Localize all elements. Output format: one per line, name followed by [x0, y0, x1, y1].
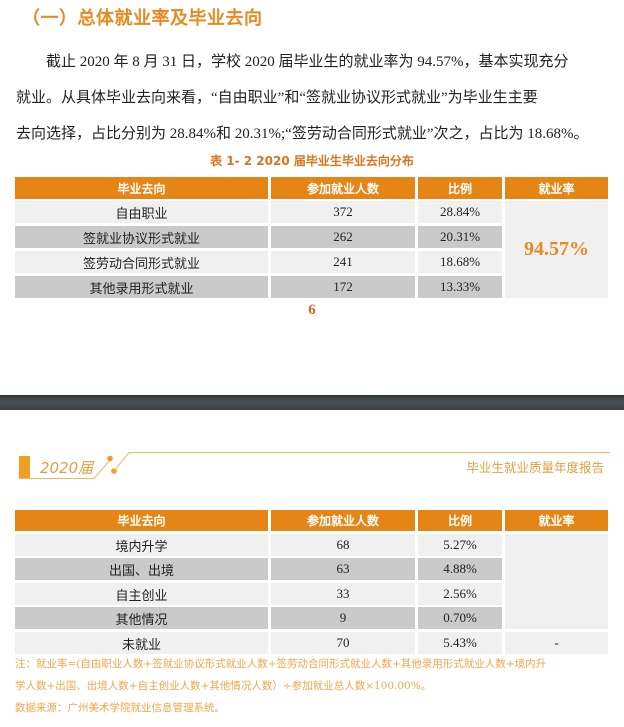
table-cell-destination: 其他录用形式就业 [15, 276, 268, 298]
page-number: 6 [308, 302, 316, 318]
column-header-destination: 毕业去向 [15, 510, 268, 531]
table-cell-ratio: 0.70% [418, 607, 502, 629]
table-cell-destination: 签就业协议形式就业 [15, 226, 268, 248]
data-source-note: 数据来源：广州美术学院就业信息管理系统。 [15, 702, 225, 714]
header-decoration-lines [19, 452, 610, 479]
table-cell-count: 70 [271, 632, 415, 654]
table-cell-destination: 未就业 [15, 632, 268, 654]
column-header-ratio: 比例 [418, 510, 502, 531]
paragraph-line: 截止 2020 年 8 月 31 日，学校 2020 届毕业生的就业率为 94.… [46, 54, 569, 70]
table-cell-count: 372 [271, 201, 415, 223]
employment-rate-value: 94.57% [505, 201, 608, 298]
report-header: 2020届 毕业生就业质量年度报告 [0, 440, 624, 490]
table-cell-ratio: 18.68% [418, 251, 502, 273]
column-header-count: 参加就业人数 [271, 177, 415, 199]
report-year-label: 2020届 [40, 459, 94, 477]
table-cell-count: 262 [271, 226, 415, 248]
column-header-rate: 就业率 [505, 177, 608, 199]
table-cell-ratio: 4.88% [418, 558, 502, 580]
table-cell-count: 9 [271, 607, 415, 629]
page-separator [0, 395, 624, 410]
column-header-rate: 就业率 [505, 510, 608, 531]
table-cell-ratio: 20.31% [418, 226, 502, 248]
report-title: 毕业生就业质量年度报告 [466, 460, 604, 475]
paragraph-line: 就业。从具体毕业去向来看，“自由职业”和“签就业协议形式就业”为毕业生主要 [16, 90, 538, 106]
table-cell-destination: 出国、出境 [15, 558, 268, 580]
table-cell-count: 241 [271, 251, 415, 273]
table-cell-destination: 其他情况 [15, 607, 268, 629]
table-caption: 表 1- 2 2020 届毕业生毕业去向分布 [210, 154, 414, 168]
formula-note-continued: 学人数+出国、出境人数+自主创业人数+其他情况人数）÷参加就业总人数×100.0… [15, 680, 432, 692]
summary-paragraph: 截止 2020 年 8 月 31 日，学校 2020 届毕业生的就业率为 94.… [16, 44, 610, 152]
table-cell-rate: - [505, 632, 608, 654]
employment-rate-merged-cell [505, 534, 608, 629]
column-header-ratio: 比例 [418, 177, 502, 199]
table-cell-destination: 自由职业 [15, 201, 268, 223]
table-cell-destination: 签劳动合同形式就业 [15, 251, 268, 273]
table-cell-count: 63 [271, 558, 415, 580]
column-header-destination: 毕业去向 [15, 177, 268, 199]
column-header-count: 参加就业人数 [271, 510, 415, 531]
table-cell-ratio: 5.27% [418, 534, 502, 556]
table-cell-ratio: 5.43% [418, 632, 502, 654]
table-cell-count: 33 [271, 583, 415, 605]
table-cell-ratio: 28.84% [418, 201, 502, 223]
section-title: （一）总体就业率及毕业去向 [22, 8, 263, 29]
paragraph-line: 去向选择，占比分别为 28.84%和 20.31%;“签劳动合同形式就业”次之，… [16, 126, 589, 142]
table-cell-count: 172 [271, 276, 415, 298]
header-tab-marker [19, 456, 30, 478]
table-cell-count: 68 [271, 534, 415, 556]
formula-note: 注：就业率=(自由职业人数+签就业协议形式就业人数+签劳动合同形式就业人数+其他… [15, 658, 547, 670]
table-cell-destination: 自主创业 [15, 583, 268, 605]
table-cell-destination: 境内升学 [15, 534, 268, 556]
table-cell-ratio: 13.33% [418, 276, 502, 298]
table-cell-ratio: 2.56% [418, 583, 502, 605]
